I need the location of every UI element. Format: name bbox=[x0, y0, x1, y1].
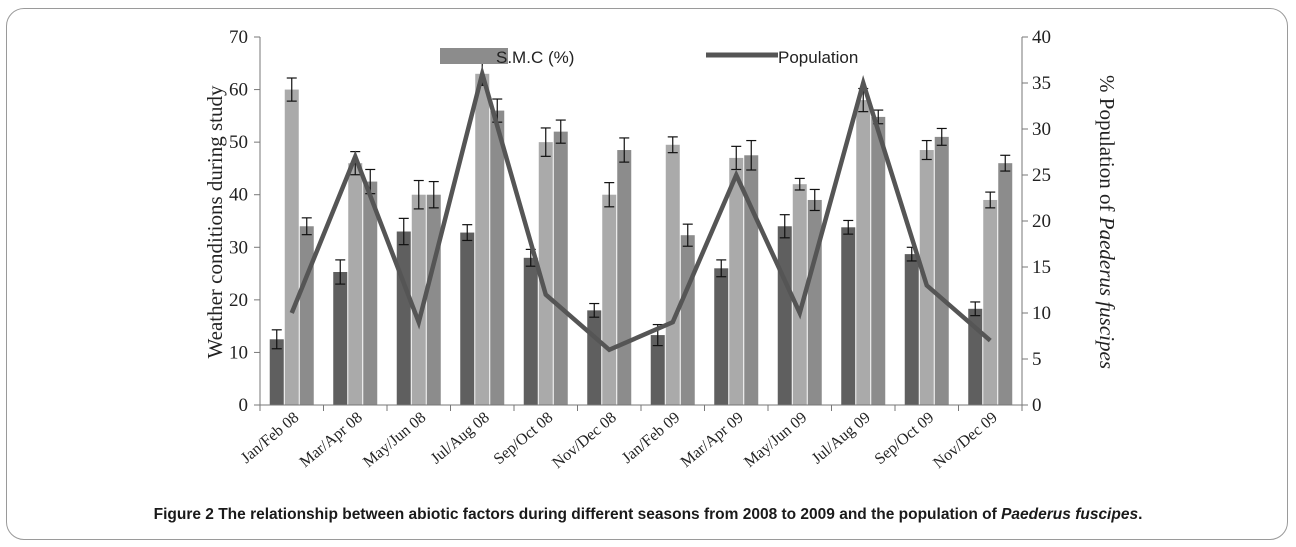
x-tick-label-4: Jul/Aug 08 bbox=[428, 409, 493, 467]
y-axis-label: Weather conditions during study bbox=[203, 85, 227, 359]
bar-s2-12 bbox=[983, 199, 998, 405]
y2-tick-label-1: 0 bbox=[1032, 395, 1042, 416]
y-tick-label-5: 40 bbox=[229, 185, 248, 206]
x-tick-label-8: Mar/Apr 09 bbox=[678, 409, 747, 471]
bar-s2-10 bbox=[856, 100, 871, 405]
bar-s3-1 bbox=[299, 226, 314, 405]
bar-s3-5 bbox=[553, 131, 568, 405]
bar-s2-5 bbox=[538, 142, 553, 405]
y-tick-label-6: 50 bbox=[229, 132, 248, 153]
bar-s1-4 bbox=[460, 232, 475, 405]
bar-s1-3 bbox=[396, 231, 411, 405]
bars-layer bbox=[269, 73, 1013, 406]
x-tick-label-10: Jul/Aug 09 bbox=[809, 409, 874, 467]
bar-s1-11 bbox=[904, 254, 919, 405]
x-tick-label-11: Sep/Oct 09 bbox=[872, 409, 938, 468]
bar-s1-5 bbox=[523, 257, 538, 405]
bar-s2-11 bbox=[919, 150, 934, 405]
y2-tick-label-6: 25 bbox=[1032, 165, 1051, 186]
combo-chart: 0 10 20 30 40 50 60 70 0 5 10 15 20 25 30 35 40 Jan/Feb 0… bbox=[203, 27, 1119, 472]
bar-s3-6 bbox=[617, 150, 632, 405]
caption-end: . bbox=[1138, 506, 1143, 523]
figure-frame bbox=[6, 8, 1288, 540]
y2-tick-label-5: 20 bbox=[1032, 211, 1051, 232]
bar-s2-1 bbox=[284, 89, 299, 406]
caption-lead: Figure 2 The relationship between abioti… bbox=[153, 506, 1002, 523]
bar-s1-10 bbox=[841, 227, 856, 405]
error-bars-layer bbox=[271, 61, 1011, 350]
bar-s3-12 bbox=[998, 163, 1013, 405]
legend-population-label: Population bbox=[778, 48, 858, 67]
bar-s3-4 bbox=[490, 110, 505, 405]
x-tick-label-9: May/Jun 09 bbox=[741, 409, 810, 471]
bar-s1-7 bbox=[650, 335, 665, 405]
bar-s3-3 bbox=[426, 194, 441, 405]
y-tick-label-3: 20 bbox=[229, 290, 248, 311]
x-tick-label-12: Nov/Dec 09 bbox=[930, 409, 1000, 472]
y-tick-label-2: 10 bbox=[229, 342, 248, 363]
axes-layer bbox=[254, 36, 1028, 411]
bar-s1-9 bbox=[777, 226, 792, 405]
bar-s2-9 bbox=[792, 184, 807, 405]
figure-caption: Figure 2 The relationship between abioti… bbox=[0, 506, 1296, 524]
bar-s1-2 bbox=[333, 271, 348, 405]
x-tick-label-5: Sep/Oct 08 bbox=[491, 409, 557, 468]
bar-s2-6 bbox=[602, 194, 617, 405]
y2-axis-label-species: Paederus fuscipes bbox=[1095, 216, 1119, 369]
population-line-layer bbox=[289, 65, 992, 353]
x-tick-label-3: May/Jun 08 bbox=[360, 409, 429, 471]
bar-s2-2 bbox=[348, 163, 363, 405]
legend-smc-label: S.M.C (%) bbox=[496, 48, 574, 67]
x-tick-label-6: Nov/Dec 08 bbox=[549, 409, 619, 472]
bar-s1-8 bbox=[714, 268, 729, 405]
legend-smc-swatch bbox=[440, 48, 508, 64]
bar-s2-8 bbox=[729, 157, 744, 405]
bar-s3-11 bbox=[934, 136, 949, 405]
y-tick-label-8: 70 bbox=[229, 27, 248, 48]
y-tick-label-4: 30 bbox=[229, 237, 248, 258]
y2-tick-label-4: 15 bbox=[1032, 257, 1051, 278]
y-tick-label-7: 60 bbox=[229, 80, 248, 101]
x-tick-label-1: Jan/Feb 08 bbox=[238, 409, 302, 467]
x-tick-label-2: Mar/Apr 08 bbox=[297, 409, 366, 471]
y2-tick-label-8: 35 bbox=[1032, 73, 1051, 94]
bar-s1-1 bbox=[269, 339, 284, 405]
bar-s3-9 bbox=[807, 199, 822, 405]
y2-tick-label-7: 30 bbox=[1032, 119, 1051, 140]
bar-s3-2 bbox=[363, 181, 378, 405]
bar-s1-6 bbox=[587, 310, 602, 405]
population-line bbox=[289, 65, 992, 353]
y2-tick-label-3: 10 bbox=[1032, 303, 1051, 324]
caption-species: Paederus fuscipes bbox=[1001, 506, 1139, 523]
bar-s2-3 bbox=[411, 194, 426, 405]
bar-s3-7 bbox=[680, 235, 695, 405]
bar-s3-10 bbox=[871, 116, 886, 405]
legend: S.M.C (%) Population bbox=[440, 48, 858, 67]
y2-axis-label: % Population of Paederus fuscipes bbox=[1095, 75, 1119, 369]
y2-tick-label-2: 5 bbox=[1032, 349, 1042, 370]
bar-s2-4 bbox=[475, 73, 490, 406]
y-tick-label-1: 0 bbox=[239, 395, 249, 416]
x-tick-label-7: Jan/Feb 09 bbox=[619, 409, 683, 467]
y2-tick-label-9: 40 bbox=[1032, 27, 1051, 48]
bar-s2-7 bbox=[665, 144, 680, 405]
y2-axis-label-prefix: % Population of bbox=[1095, 75, 1119, 217]
